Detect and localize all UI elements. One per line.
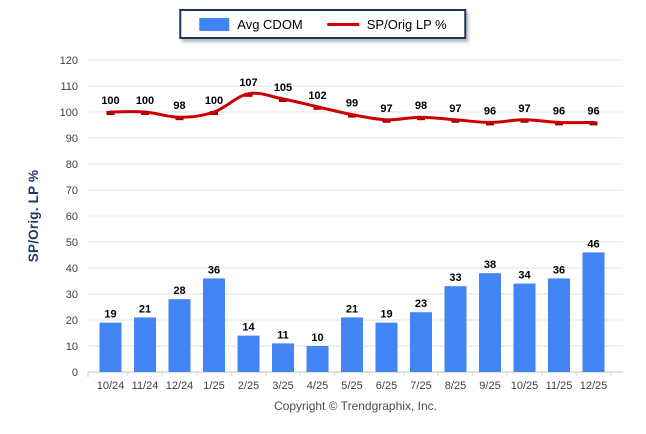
bar-value-label: 11 [277,329,289,341]
bar-value-label: 14 [242,322,255,334]
chart-legend: Avg CDOM SP/Orig LP % [179,9,467,39]
y-tick-label: 40 [66,263,78,275]
line-value-label: 100 [136,95,154,107]
bar-avg-cdom [479,273,501,372]
y-tick-label: 30 [66,289,78,301]
copyright-text: Copyright © Trendgraphix, Inc. [274,399,437,413]
legend-line-label: SP/Orig LP % [366,16,447,32]
bar-avg-cdom [237,335,260,372]
line-value-label: 100 [101,95,119,107]
bar-avg-cdom [203,278,225,372]
legend-line-swatch [326,22,359,26]
legend-bar-label: Avg CDOM [237,16,303,32]
bar-value-label: 10 [311,332,323,344]
line-value-label: 96 [587,105,599,117]
line-value-label: 97 [380,103,392,115]
bar-avg-cdom [168,299,191,372]
x-tick-label: 11/24 [132,380,159,392]
x-tick-label: 4/25 [307,380,328,392]
x-tick-label: 7/25 [410,380,431,392]
bar-avg-cdom [548,278,570,372]
y-tick-label: 100 [60,107,78,119]
x-tick-label: 12/24 [166,380,194,392]
bar-value-label: 34 [518,270,531,282]
bar-value-label: 33 [449,272,461,284]
bar-avg-cdom [444,286,467,372]
bar-value-label: 19 [380,309,392,321]
x-tick-label: 1/25 [203,380,224,392]
x-tick-label: 11/25 [546,380,573,392]
y-tick-label: 50 [66,237,78,249]
legend-bar-swatch [199,17,230,31]
x-tick-label: 10/25 [511,380,539,392]
bar-value-label: 36 [553,264,565,276]
y-tick-label: 70 [66,185,78,197]
bar-avg-cdom [341,317,363,372]
line-value-label: 98 [173,100,185,112]
x-tick-label: 3/25 [272,380,293,392]
x-tick-label: 5/25 [341,380,362,392]
y-tick-label: 120 [60,55,78,67]
bar-avg-cdom [99,322,122,372]
line-value-label: 98 [415,100,427,112]
y-tick-label: 80 [66,159,78,171]
y-tick-label: 110 [60,81,78,93]
bar-avg-cdom [410,312,432,372]
y-tick-label: 60 [66,211,78,223]
y-tick-label: 90 [66,133,78,145]
bar-value-label: 19 [104,309,116,321]
line-value-label: 102 [308,90,326,102]
line-value-label: 97 [518,103,530,115]
x-tick-label: 2/25 [238,380,259,392]
x-tick-label: 8/25 [445,380,466,392]
line-value-label: 105 [274,82,292,94]
x-tick-label: 12/25 [580,380,608,392]
line-value-label: 97 [449,103,461,115]
bar-value-label: 21 [346,303,358,315]
line-value-label: 96 [553,105,565,117]
bar-value-label: 46 [587,238,599,250]
x-tick-label: 6/25 [376,380,397,392]
bar-value-label: 38 [484,259,496,271]
line-sp-orig-lp [109,91,595,125]
x-tick-label: 9/25 [479,380,500,392]
y-tick-label: 10 [66,341,78,353]
bar-value-label: 23 [415,298,427,310]
bar-avg-cdom [513,283,536,372]
bar-avg-cdom [134,317,156,372]
bar-value-label: 36 [208,264,220,276]
line-value-label: 96 [484,105,496,117]
bar-avg-cdom [306,346,329,372]
y-tick-label: 0 [72,367,78,379]
bar-value-label: 28 [173,285,185,297]
line-value-label: 107 [239,77,257,89]
bar-avg-cdom [272,343,294,372]
y-tick-label: 20 [66,315,78,327]
line-value-label: 99 [346,98,358,110]
bar-avg-cdom [582,252,605,372]
bar-value-label: 21 [139,303,151,315]
line-value-label: 100 [205,95,223,107]
x-tick-label: 10/24 [97,380,125,392]
bar-avg-cdom [375,322,398,372]
